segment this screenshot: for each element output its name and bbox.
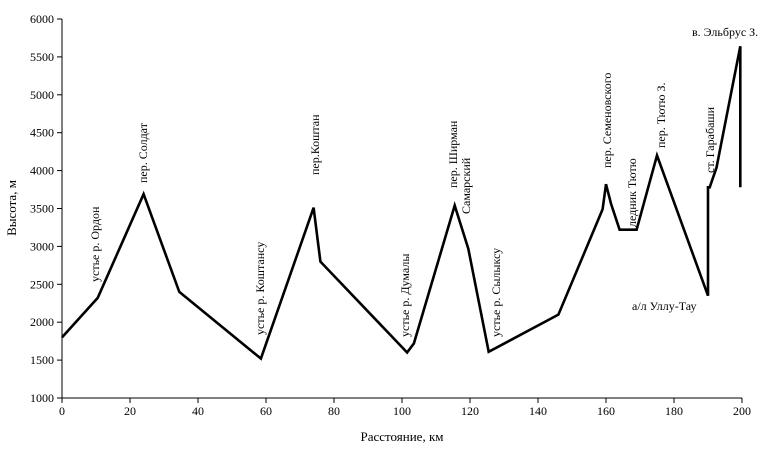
elevation-line [61,46,742,361]
annotation-label: устье р. Сылыксу [489,248,503,337]
y-tick-label: 2500 [30,277,54,291]
y-tick-label: 4000 [30,164,54,178]
y-tick-label: 2000 [30,315,54,329]
annotation-label: устье р. Ордон [88,206,102,282]
y-axis-title: Высота, м [4,180,19,236]
y-tick-label: 5000 [30,88,54,102]
x-tick-label: 40 [192,404,204,418]
y-tick-label: 6000 [30,12,54,26]
x-tick-label: 100 [393,404,411,418]
annotation-label: Самарский [459,157,473,214]
x-tick-label: 80 [328,404,340,418]
y-tick-label: 3500 [30,202,54,216]
annotation-label: ст. Гарабаши [703,106,717,173]
x-axis-title: Расстояние, км [360,429,443,444]
x-tick-label: 180 [665,404,683,418]
annotation-label: в. Эльбрус З. [692,25,758,39]
y-tick-label: 1500 [30,353,54,367]
x-tick-label: 120 [461,404,479,418]
tick-labels: 0 20 40 60 80 100 120 140 160 180 200 1000 1500 2000 2… [30,12,751,418]
annotation-label: пер. Солдат [136,122,150,183]
annotation-label: устье р. Коштансу [253,242,267,335]
x-tick-label: 140 [529,404,547,418]
y-tick-label: 4500 [30,126,54,140]
annotation-label: пер. Семеновского [600,73,614,168]
annotations: устье р. Ордон пер. Солдат устье р. Коштан… [88,25,758,337]
x-tick-label: 160 [597,404,615,418]
x-tick-label: 0 [59,404,65,418]
axes [57,18,743,403]
x-tick-label: 200 [733,404,751,418]
y-tick-label: 1000 [30,391,54,405]
y-tick-label: 3000 [30,239,54,253]
annotation-label: пер.Коштан [308,114,322,175]
annotation-label: пер. Ширман [446,120,460,188]
annotation-label: ледник Тютю [625,158,639,227]
y-tick-label: 5500 [30,50,54,64]
x-tick-label: 60 [260,404,272,418]
series-layer [61,46,742,361]
annotation-label: пер. Тютю З. [654,82,668,148]
x-tick-label: 20 [124,404,136,418]
annotation-label: а/л Уллу-Тау [632,299,697,313]
annotation-label: устье р. Думалы [398,254,412,337]
